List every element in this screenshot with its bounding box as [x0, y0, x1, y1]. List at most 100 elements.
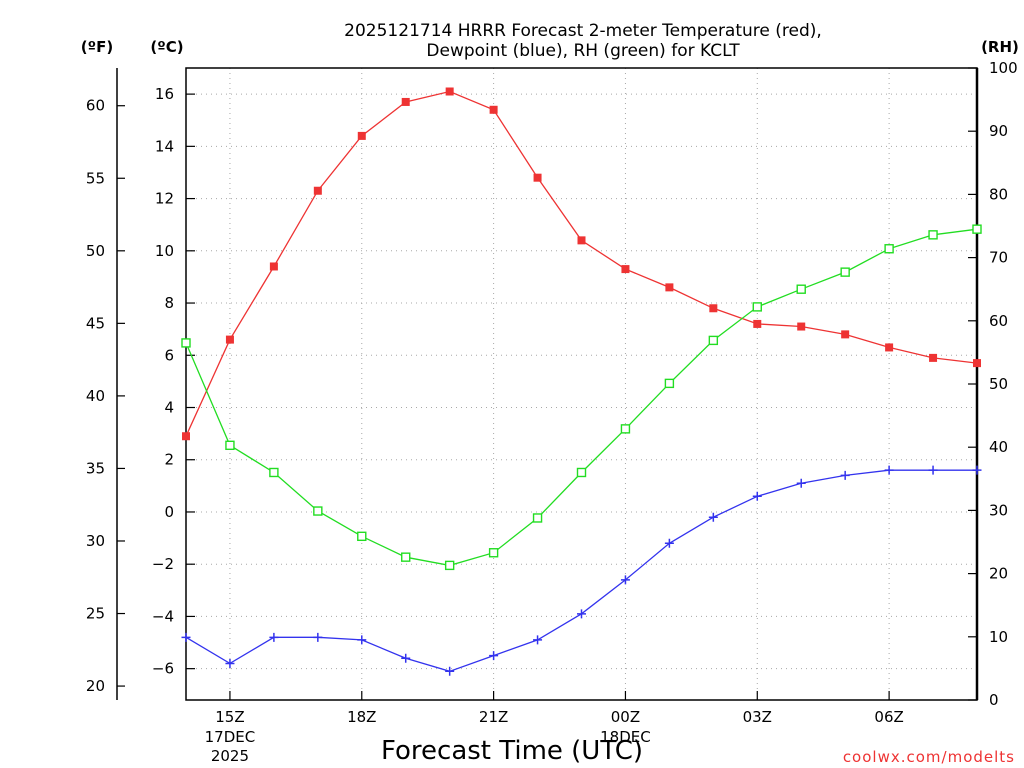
dewpoint-marker [181, 632, 191, 642]
celsius-tick-label: 4 [164, 399, 174, 417]
fahrenheit-tick-label: 20 [86, 677, 105, 695]
temperature-marker [225, 335, 234, 344]
fahrenheit-tick-label: 35 [86, 459, 105, 477]
dewpoint-marker [840, 470, 850, 480]
rh-marker [928, 230, 938, 240]
x-axis-label: Forecast Time (UTC) [381, 736, 643, 766]
fahrenheit-tick-label: 50 [86, 242, 105, 260]
chart-title-line1: 2025121714 HRRR Forecast 2-meter Tempera… [344, 21, 822, 41]
x-tick-label: 06Z [874, 708, 903, 726]
celsius-tick-label: 6 [164, 346, 174, 364]
rh-marker [664, 378, 675, 389]
x-tick-date-label: 17DEC [205, 728, 256, 746]
x-tick-label: 03Z [743, 708, 772, 726]
temperature-marker [401, 97, 410, 106]
dewpoint-marker [928, 465, 938, 475]
temperature-marker [533, 173, 542, 182]
rh-tick-label: 90 [989, 122, 1008, 140]
rh-marker [972, 224, 982, 234]
plot-frame [185, 67, 978, 701]
rh-tick-label: 70 [989, 249, 1008, 267]
dewpoint-marker [884, 465, 894, 475]
rh-marker [752, 302, 762, 312]
rh-marker [444, 560, 455, 571]
temperature-marker [797, 322, 806, 331]
fahrenheit-tick-label: 60 [86, 97, 105, 115]
rh-unit-label: (RH) [981, 38, 1019, 56]
rh-tick-label: 40 [989, 438, 1008, 456]
rh-marker [181, 338, 191, 348]
dewpoint-marker [972, 465, 982, 475]
celsius-tick-label: 12 [155, 190, 174, 208]
rh-tick-label: 20 [989, 565, 1008, 583]
celsius-tick-label: −4 [152, 607, 174, 625]
x-tick-label: 21Z [479, 708, 508, 726]
temperature-marker [577, 236, 586, 245]
chart-title-line2: Dewpoint (blue), RH (green) for KCLT [426, 41, 740, 61]
celsius-tick-label: 2 [164, 451, 174, 469]
rh-tick-label: 0 [989, 691, 999, 709]
x-tick-date-label: 18DEC [600, 728, 651, 746]
fahrenheit-unit-label: (ºF) [81, 38, 113, 56]
rh-marker [840, 267, 850, 277]
temperature-marker [665, 283, 674, 292]
celsius-unit-label: (ºC) [150, 38, 183, 56]
dewpoint-marker [577, 609, 586, 619]
rh-tick-label: 30 [989, 501, 1008, 519]
celsius-tick-label: 0 [164, 503, 174, 521]
rh-tick-label: 100 [989, 59, 1018, 77]
x-tick-label: 18Z [347, 708, 376, 726]
rh-marker [269, 467, 279, 478]
temperature-marker [753, 319, 762, 328]
fahrenheit-tick-label: 40 [86, 387, 105, 405]
rh-marker [488, 548, 499, 558]
fahrenheit-tick-label: 55 [86, 169, 105, 187]
grid-layer [186, 68, 977, 700]
dewpoint-marker [533, 635, 543, 645]
temperature-marker [269, 262, 278, 271]
rh-marker [620, 424, 631, 434]
dewpoint-marker [796, 478, 806, 488]
celsius-tick-label: −6 [152, 660, 174, 678]
x-tick-year-label: 2025 [211, 747, 249, 765]
rh-marker [313, 506, 323, 516]
credit-text: coolwx.com/modelts [843, 748, 1015, 766]
dewpoint-marker [664, 538, 674, 548]
x-tick-label: 15Z [215, 708, 244, 726]
dewpoint-marker [708, 512, 718, 522]
celsius-tick-label: −2 [152, 555, 174, 573]
rh-tick-label: 80 [989, 185, 1008, 203]
temperature-marker [313, 186, 322, 195]
temperature-marker [885, 343, 894, 352]
temperature-marker [357, 131, 366, 140]
rh-tick-label: 10 [989, 628, 1008, 646]
dewpoint-marker [269, 632, 279, 642]
temperature-marker [489, 105, 498, 114]
temperature-marker [182, 432, 190, 441]
dewpoint-marker [313, 632, 323, 642]
temperature-marker [973, 359, 981, 368]
temperature-marker [621, 265, 630, 274]
rh-marker [576, 467, 587, 478]
dewpoint-marker [445, 666, 455, 676]
celsius-tick-label: 14 [155, 137, 174, 155]
dewpoint-marker [489, 651, 499, 661]
rh-marker [884, 244, 894, 254]
temperature-marker [841, 330, 850, 339]
rh-marker [532, 513, 543, 523]
rh-marker [796, 284, 806, 294]
x-tick-label: 00Z [611, 708, 640, 726]
temperature-marker [709, 304, 718, 313]
rh-line [185, 228, 978, 567]
dewpoint-marker [752, 491, 762, 501]
celsius-tick-label: 8 [164, 294, 174, 312]
rh-marker [708, 335, 719, 346]
rh-marker [401, 552, 411, 562]
celsius-tick-label: 10 [155, 242, 174, 260]
dewpoint-marker [225, 658, 235, 668]
fahrenheit-tick-label: 25 [86, 605, 105, 623]
series-layer [181, 87, 982, 676]
fahrenheit-tick-label: 30 [86, 532, 105, 550]
rh-marker [225, 440, 235, 451]
